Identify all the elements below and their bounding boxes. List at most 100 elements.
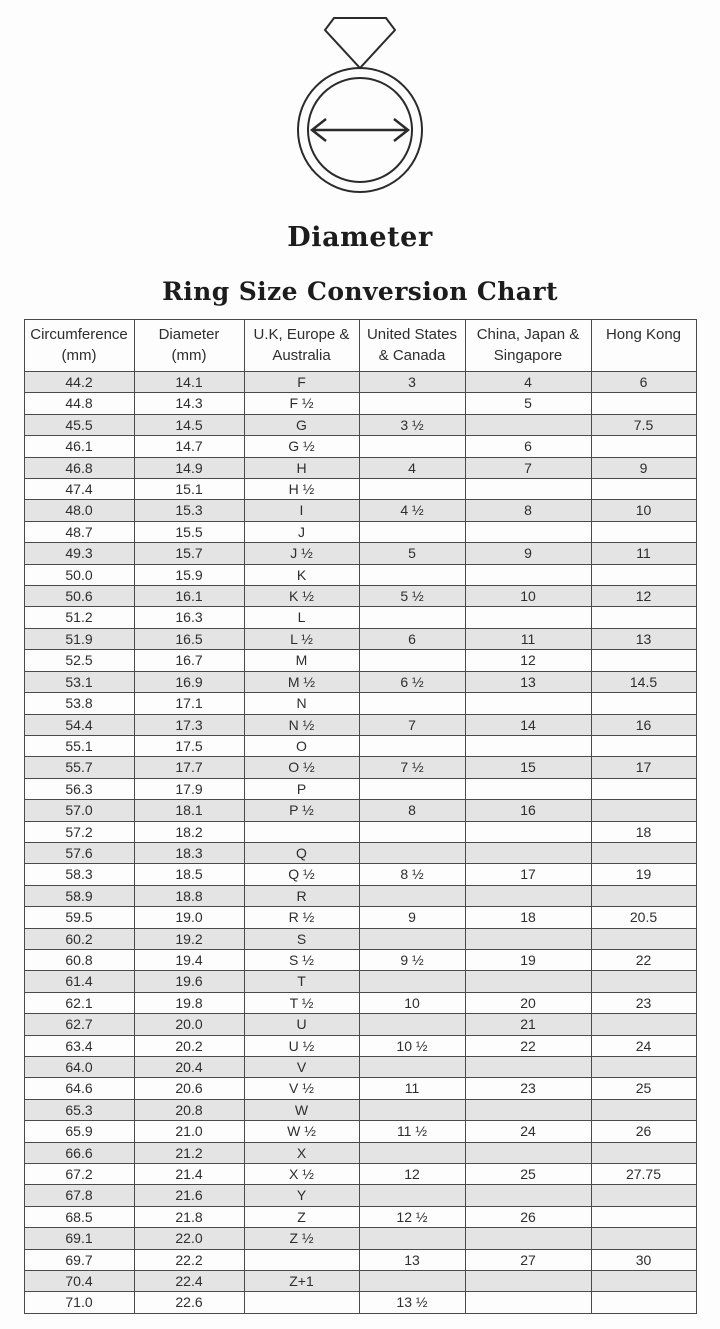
table-cell (464, 520, 592, 544)
table-cell (590, 1270, 697, 1293)
table-cell: T ½ (243, 991, 360, 1015)
table-cell: Z ½ (243, 1227, 360, 1250)
table-cell: 24 (590, 1034, 697, 1058)
table-cell: 60.2 (23, 927, 135, 950)
column-header-line2: (mm) (171, 347, 207, 364)
table-cell: 19 (464, 948, 592, 972)
table-cell: 22.6 (133, 1291, 245, 1314)
table-cell: 14.9 (133, 456, 245, 480)
table-cell: 69.7 (23, 1248, 135, 1272)
table-cell: 18 (464, 906, 592, 929)
table-cell: V ½ (243, 1077, 360, 1100)
table-cell: 10 (358, 991, 466, 1015)
table-cell: 16.9 (133, 670, 245, 694)
column-header-line2: Singapore (493, 347, 563, 364)
table-row: 44.8 14.3 F ½ 5 (23, 392, 697, 415)
table-row: 63.4 20.2 U ½ 10 ½ 22 24 (23, 1034, 697, 1058)
table-cell: 65.3 (23, 1098, 135, 1122)
table-cell: 8 (464, 499, 592, 522)
table-cell (358, 435, 466, 458)
table-cell: 18.3 (133, 841, 245, 865)
table-cell: 10 (590, 499, 697, 522)
table-cell: H (243, 456, 360, 480)
table-cell (358, 884, 466, 908)
table-cell (464, 1055, 592, 1079)
table-cell: G ½ (243, 435, 360, 458)
column-header: Circumference (mm) (23, 319, 135, 372)
table-cell: 17.3 (133, 713, 245, 736)
table-cell (590, 1227, 697, 1250)
table-cell: 19.8 (133, 991, 245, 1015)
diameter-arrowhead-right (393, 118, 411, 142)
table-cell: 19.0 (133, 906, 245, 929)
table-row: 47.4 15.1 H ½ (23, 478, 697, 501)
table-row: 64.0 20.4 V (23, 1055, 697, 1079)
table-cell: 17.1 (133, 692, 245, 715)
table-cell: 67.2 (23, 1163, 135, 1186)
table-cell: 15.5 (133, 520, 245, 544)
table-cell (590, 884, 697, 908)
table-row: 51.9 16.5 L ½ 6 11 13 (23, 627, 697, 651)
table-cell: 27 (464, 1248, 592, 1272)
table-cell: X ½ (243, 1163, 360, 1186)
table-cell: 44.2 (23, 370, 135, 394)
table-cell (358, 1227, 466, 1250)
table-cell: 8 ½ (358, 863, 466, 886)
table-cell (464, 563, 592, 587)
table-cell: 17.5 (133, 734, 245, 758)
table-cell (358, 927, 466, 950)
table-cell: 52.5 (23, 649, 135, 672)
table-cell: 12 ½ (358, 1205, 466, 1229)
table-cell: Q ½ (243, 863, 360, 886)
table-cell: 10 (464, 585, 592, 608)
ring-inner-band (307, 77, 413, 183)
table-cell: 6 (464, 435, 592, 458)
table-cell: 9 ½ (358, 948, 466, 972)
table-cell (464, 692, 592, 715)
table-cell: 5 ½ (358, 585, 466, 608)
table-cell: 22 (590, 948, 697, 972)
table-cell: 23 (590, 991, 697, 1015)
table-cell: O ½ (243, 756, 360, 779)
table-cell: 20 (464, 991, 592, 1015)
table-row: 60.2 19.2 S (23, 927, 697, 950)
table-row: 62.1 19.8 T ½ 10 20 23 (23, 991, 697, 1015)
table-cell: 20.6 (133, 1077, 245, 1100)
table-cell (358, 970, 466, 993)
table-cell: N ½ (243, 713, 360, 736)
table-cell: 19.4 (133, 948, 245, 972)
table-cell: 19.6 (133, 970, 245, 993)
table-cell: 4 (358, 456, 466, 480)
table-cell: 18.2 (133, 820, 245, 843)
table-cell: 17 (590, 756, 697, 779)
table-cell (464, 478, 592, 501)
table-row: 56.3 17.9 P (23, 777, 697, 801)
table-cell (464, 1291, 592, 1314)
table-cell (590, 927, 697, 950)
table-cell: P ½ (243, 799, 360, 822)
table-cell: 8 (358, 799, 466, 822)
table-cell: 12 (464, 649, 592, 672)
table-cell: 6 (590, 370, 697, 394)
table-cell (590, 734, 697, 758)
table-cell: 14.7 (133, 435, 245, 458)
table-cell: 13 ½ (358, 1291, 466, 1314)
table-cell (358, 734, 466, 758)
table-cell: 66.6 (23, 1141, 135, 1165)
column-header-line1: United States (366, 326, 458, 343)
table-cell: W ½ (243, 1120, 360, 1143)
table-cell (590, 1291, 697, 1314)
table-cell: 21 (464, 1013, 592, 1036)
table-cell: 9 (590, 456, 697, 480)
table-cell (590, 435, 697, 458)
table-cell: 16 (464, 799, 592, 822)
table-cell: 18.5 (133, 863, 245, 886)
table-cell (243, 820, 360, 843)
table-row: 67.2 21.4 X ½ 12 25 27.75 (23, 1163, 697, 1186)
table-cell: 22.4 (133, 1270, 245, 1293)
table-cell: 14.5 (133, 413, 245, 437)
column-header-line1: China, Japan & (476, 326, 580, 343)
